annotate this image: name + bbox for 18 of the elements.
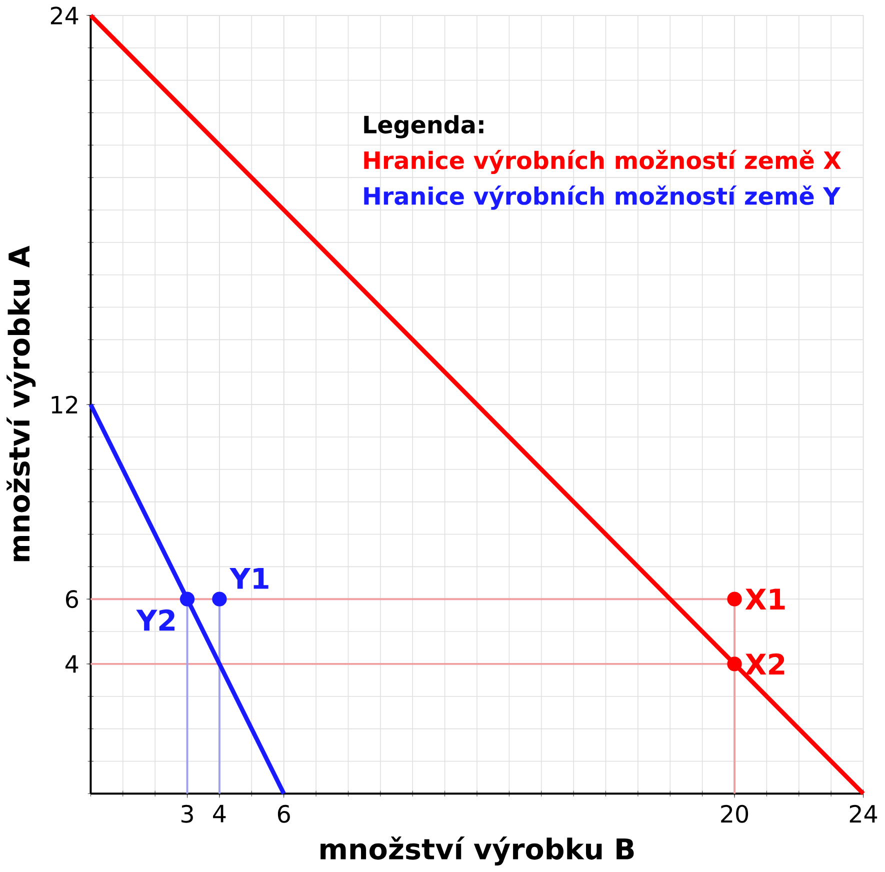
x-tick-label: 20 xyxy=(721,804,748,823)
y-tick-label: 6 xyxy=(66,590,78,608)
annotation: X2 xyxy=(745,653,784,674)
annotation: X1 xyxy=(745,588,785,610)
text: Hranice výrobních možností země X xyxy=(364,150,841,174)
y-tick-label: 12 xyxy=(52,396,78,414)
legend-title: Legenda: xyxy=(364,115,484,138)
x-tick-label: 4 xyxy=(213,804,226,822)
annotation: Y2 xyxy=(136,609,174,631)
x-tick-label: 24 xyxy=(850,804,878,822)
x-axis-title: množství výrobku B xyxy=(320,836,634,866)
y-axis-title: množství výrobku A xyxy=(6,246,36,562)
y-tick-label: 4 xyxy=(65,655,78,673)
x-tick-label: 6 xyxy=(278,804,290,823)
y-tick-label: 24 xyxy=(50,6,78,24)
text: Hranice výrobních možností země Y xyxy=(364,186,841,210)
x-tick-label: 3 xyxy=(182,804,193,823)
annotation: Y1 xyxy=(229,568,268,589)
